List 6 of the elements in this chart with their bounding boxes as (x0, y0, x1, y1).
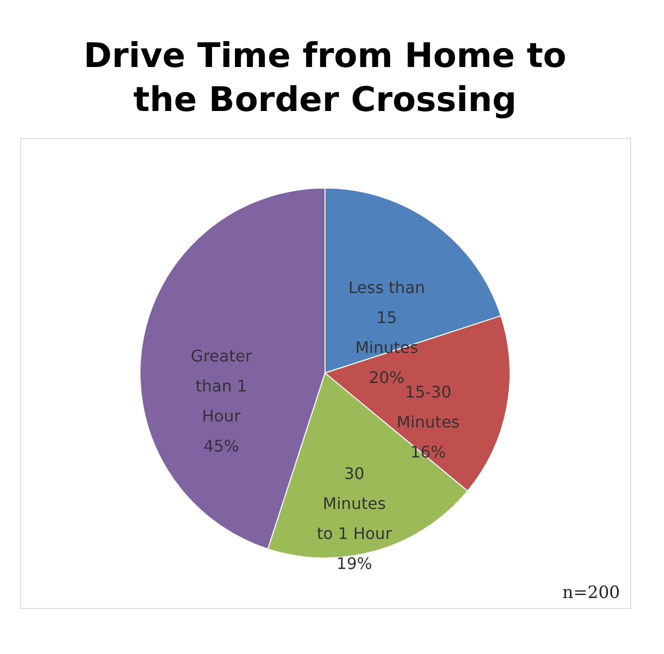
data-label: 45% (204, 436, 240, 456)
data-label: 19% (336, 554, 372, 573)
chart-title: Drive Time from Home to the Border Crossing (84, 36, 566, 120)
text: n=200 (562, 583, 620, 603)
slice-label: 30 Minutes to 1 Hour (316, 464, 392, 543)
slice-label: Greater than 1 Hour (190, 346, 252, 426)
